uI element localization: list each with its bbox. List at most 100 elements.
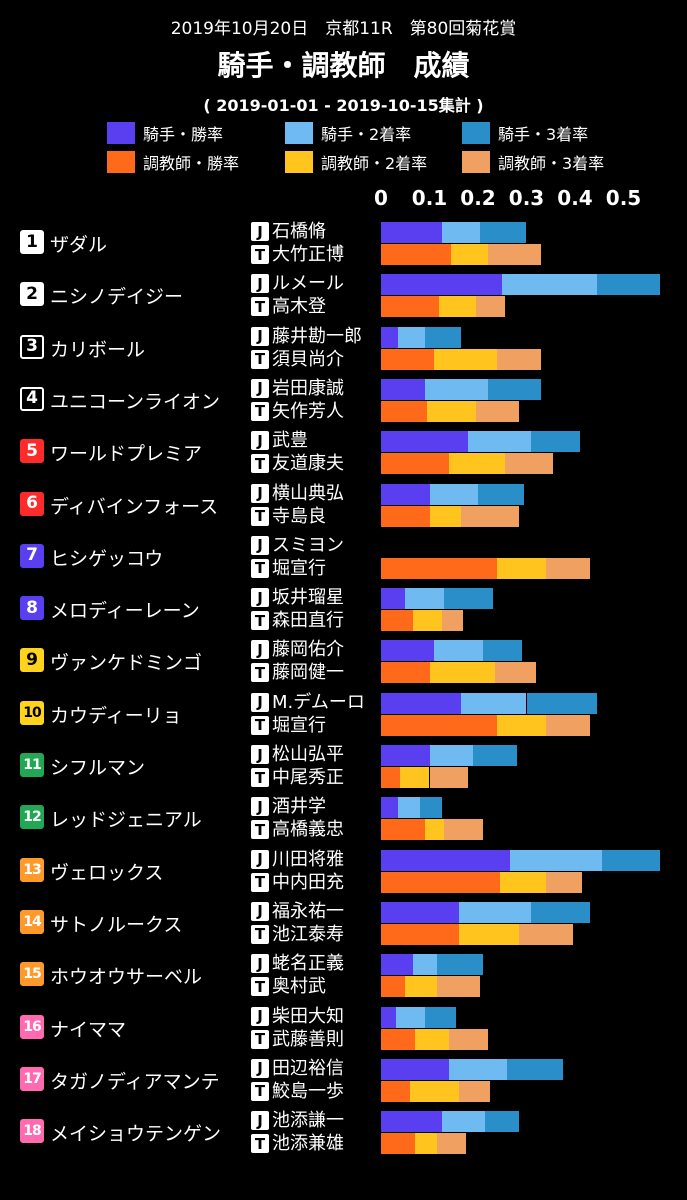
jockey-name: 藤岡佑介 — [272, 639, 344, 661]
x-tick-label: 0.2 — [460, 186, 496, 210]
gate-number: 11 — [20, 753, 44, 777]
gate-number: 5 — [20, 439, 44, 464]
jockey-bar-segment — [441, 1111, 486, 1133]
jockey-badge: J — [251, 1058, 269, 1078]
trainer-bar-segment — [381, 1080, 411, 1102]
legend-label: 調教師・2着率 — [321, 154, 428, 173]
trainer-bar-segment — [381, 714, 498, 736]
horse-name: ヴェロックス — [50, 861, 164, 884]
jockey-bar-segment — [412, 954, 437, 976]
jockey-bar-segment — [429, 483, 478, 505]
jockey-badge: J — [251, 378, 269, 398]
jockey-bar-segment — [458, 901, 532, 923]
gate-number: 4 — [20, 386, 44, 411]
horse-name: カウディーリョ — [50, 704, 182, 727]
jockey-badge: J — [251, 326, 269, 346]
jockey-badge: J — [251, 745, 269, 764]
trainer-bar-segment — [410, 1080, 459, 1102]
jockey-badge: J — [251, 483, 269, 503]
horse-name: サトノルークス — [50, 913, 183, 936]
jockey-bar-segment — [601, 849, 660, 871]
jockey-bar-segment — [381, 588, 406, 610]
trainer-bar-segment — [381, 244, 452, 265]
trainer-bar-segment — [448, 453, 505, 475]
trainer-name: 鮫島一歩 — [272, 1080, 344, 1102]
horse-name: ヴァンケドミンゴ — [50, 652, 203, 675]
jockey-bar-segment — [381, 954, 413, 976]
trainer-name: 須貝尚介 — [272, 348, 344, 370]
entry-row: 7 ヒシゲッコウ J スミヨン T 堀宣行 — [0, 534, 687, 586]
jockey-bar-segment — [424, 326, 462, 348]
jockey-badge: J — [251, 535, 269, 555]
jockey-name: 田辺裕信 — [272, 1057, 344, 1079]
trainer-name: 高橋義忠 — [272, 819, 344, 841]
trainer-name: 中内田充 — [272, 871, 344, 893]
jockey-name: 坂井瑠星 — [272, 587, 344, 609]
trainer-badge: T — [251, 611, 269, 631]
jockey-bar-segment — [381, 222, 442, 243]
legend-swatch — [107, 122, 135, 144]
entry-row: 4 ユニコーンライオン J 岩田康誠 T 矢作芳人 — [0, 377, 687, 429]
trainer-badge: T — [251, 558, 269, 578]
trainer-bar-segment — [545, 557, 590, 579]
jockey-name: M.デムーロ — [272, 691, 365, 713]
trainer-bar-segment — [381, 505, 430, 527]
x-tick-label: 0.1 — [411, 186, 448, 210]
trainer-bar-segment — [519, 923, 573, 945]
jockey-bar-segment — [473, 745, 517, 766]
entry-row: 11 シフルマン J 松山弘平 T 中尾秀正 — [0, 743, 687, 795]
trainer-badge: T — [251, 454, 269, 474]
jockey-bar-segment — [596, 274, 660, 296]
trainer-bar-segment — [458, 923, 520, 945]
period-subtitle: ( 2019-01-01 - 2019-10-15集計 ) — [203, 96, 484, 115]
jockey-bar-segment — [531, 901, 590, 923]
trainer-bar-segment — [381, 1133, 415, 1155]
legend-swatch — [107, 151, 135, 173]
trainer-bar-segment — [441, 610, 464, 632]
trainer-badge: T — [251, 1081, 269, 1101]
gate-number: 3 — [20, 334, 44, 359]
entry-row: 10 カウディーリョ J M.デムーロ T 堀宣行 — [0, 691, 687, 743]
trainer-badge: T — [251, 1134, 269, 1154]
jockey-bar-segment — [381, 901, 459, 923]
horse-name: ホウオウサーベル — [50, 966, 203, 989]
entry-row: 9 ヴァンケドミンゴ J 藤岡佑介 T 藤岡健一 — [0, 638, 687, 690]
trainer-name: 大竹正博 — [272, 244, 344, 265]
horse-name: メイショウテンゲン — [50, 1123, 222, 1146]
entry-row: 16 ナイママ J 柴田大知 T 武藤善則 — [0, 1005, 687, 1057]
legend-swatch — [462, 122, 490, 144]
trainer-name: 藤岡健一 — [272, 662, 344, 684]
trainer-badge: T — [251, 768, 269, 787]
trainer-bar-segment — [400, 767, 430, 788]
trainer-bar-segment — [427, 400, 476, 422]
jockey-bar-segment — [429, 745, 474, 766]
trainer-bar-segment — [381, 662, 430, 684]
jockey-bar-segment — [487, 378, 542, 400]
trainer-bar-segment — [461, 505, 520, 527]
jockey-bar-segment — [468, 431, 532, 453]
trainer-badge: T — [251, 401, 269, 421]
jockey-bar-segment — [381, 1006, 396, 1028]
x-tick-label: 0.4 — [557, 186, 593, 210]
entry-row: 1 ザダル J 石橋脩 T 大竹正博 — [0, 220, 687, 272]
trainer-bar-segment — [497, 714, 546, 736]
trainer-bar-segment — [381, 819, 425, 841]
horse-name: レッドジェニアル — [50, 809, 202, 832]
trainer-bar-segment — [451, 244, 488, 265]
jockey-bar-segment — [381, 274, 503, 296]
jockey-name: 松山弘平 — [272, 744, 344, 765]
trainer-badge: T — [251, 663, 269, 683]
jockey-name: 石橋脩 — [272, 221, 326, 242]
trainer-bar-segment — [412, 610, 442, 632]
jockey-name: 柴田大知 — [272, 1005, 344, 1027]
jockey-bar-segment — [507, 1058, 563, 1080]
legend-item: 騎手・2着率 — [285, 121, 411, 145]
entry-row: 18 メイショウテンゲン J 池添謙一 T 池添兼雄 — [0, 1109, 687, 1161]
trainer-bar-segment — [504, 453, 554, 475]
trainer-badge: T — [251, 872, 269, 892]
trainer-name: 池江泰寿 — [272, 923, 344, 945]
legend-label: 騎手・2着率 — [321, 125, 412, 144]
jockey-bar-segment — [395, 1006, 425, 1028]
trainer-bar-segment — [381, 557, 498, 579]
jockey-bar-segment — [436, 954, 483, 976]
